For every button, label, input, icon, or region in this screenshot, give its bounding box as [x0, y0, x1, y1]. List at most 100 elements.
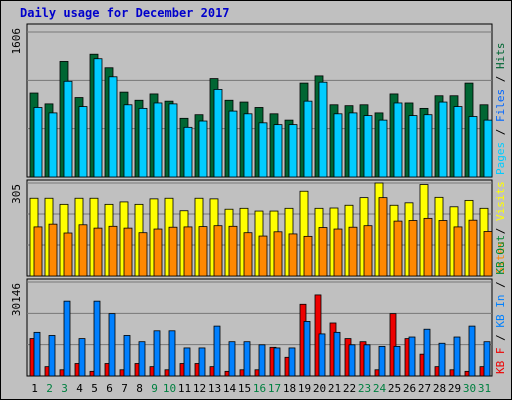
bar-kb-in-day-17: [273, 347, 281, 377]
legend-part: KB F: [494, 348, 507, 375]
bar-kb-in-day-24: [378, 345, 386, 377]
bar-sites-day-26: [408, 220, 418, 277]
bar-sites-day-25: [393, 220, 403, 277]
x-tick-day-31: 31: [478, 382, 491, 395]
x-tick-day-12: 12: [193, 382, 206, 395]
bar-pages-day-1: [33, 107, 43, 178]
x-axis-labels: 1 2 3 4 5 6 7 8 9 10 11 12 13 14 15 16 17 18 19 20 21 22 23 24 2…: [31, 382, 491, 395]
bar-sites-day-5: [93, 227, 103, 277]
legend-part: KB Out: [494, 235, 507, 275]
bar-kb-in-day-30: [468, 325, 476, 377]
bar-pages-day-31: [483, 119, 493, 178]
legend-part: Files: [494, 89, 507, 122]
bar-kb-in-day-15: [243, 341, 251, 377]
bar-pages-day-2: [48, 112, 58, 178]
bar-sites-day-9: [153, 228, 163, 277]
bar-sites-day-19: [303, 235, 313, 277]
bar-kb-in-day-4: [78, 338, 86, 377]
bar-kb-in-day-3: [63, 300, 71, 377]
bar-pages-day-12: [198, 120, 208, 178]
bar-pages-day-4: [78, 106, 88, 178]
bar-pages-day-17: [273, 124, 283, 178]
bar-kb-in-day-21: [333, 331, 341, 377]
x-tick-day-24: 24: [373, 382, 387, 395]
x-tick-day-1: 1: [31, 382, 38, 395]
bar-kb-in-day-31: [483, 341, 491, 377]
x-tick-day-21: 21: [328, 382, 341, 395]
legend-part: /: [494, 275, 507, 295]
bar-pages-day-24: [378, 119, 388, 178]
bar-kb-in-day-28: [438, 342, 446, 377]
bar-pages-day-29: [453, 106, 463, 178]
panel-3: 30146 KB F / KB In / KB Out: [10, 235, 507, 377]
x-tick-day-27: 27: [418, 382, 431, 395]
panel-1: 1606 Pages / Files / Hits: [10, 23, 507, 178]
bar-sites-day-30: [468, 219, 478, 277]
bar-kb-in-day-27: [423, 328, 431, 377]
bar-sites-day-10: [168, 226, 178, 277]
side-legend-label: Sites / Visits: [494, 181, 507, 274]
legend-part: /: [494, 328, 507, 348]
bar-sites-day-8: [138, 232, 148, 277]
bar-sites-day-15: [243, 232, 253, 277]
x-tick-day-19: 19: [298, 382, 311, 395]
bar-sites-day-12: [198, 226, 208, 277]
bar-sites-day-24: [378, 197, 388, 277]
bar-pages-day-30: [468, 116, 478, 178]
x-tick-day-28: 28: [433, 382, 446, 395]
bar-pages-day-25: [393, 102, 403, 178]
bar-sites-day-1: [33, 226, 43, 277]
bar-sites-day-23: [363, 225, 373, 277]
side-legend-label: KB F / KB In / KB Out: [494, 235, 507, 374]
bar-pages-day-21: [333, 113, 343, 178]
bar-kb-in-day-26: [408, 336, 416, 377]
bar-pages-day-9: [153, 102, 163, 178]
bar-sites-day-27: [423, 217, 433, 277]
x-tick-day-30: 30: [463, 382, 476, 395]
bar-kb-in-day-18: [288, 347, 296, 377]
bar-pages-day-16: [258, 122, 268, 178]
x-tick-day-23: 23: [358, 382, 371, 395]
bar-pages-day-27: [423, 114, 433, 178]
bar-sites-day-17: [273, 231, 283, 277]
bar-pages-day-13: [213, 89, 223, 178]
bar-sites-day-6: [108, 225, 118, 277]
bar-kb-in-day-20: [318, 333, 326, 377]
legend-part: Pages: [494, 142, 507, 175]
legend-part: Hits: [494, 43, 507, 70]
bar-kb-in-day-13: [213, 325, 221, 377]
bar-kb-in-day-9: [153, 330, 161, 377]
bar-pages-day-10: [168, 103, 178, 178]
bar-pages-day-6: [108, 76, 118, 178]
bar-kb-in-day-5: [93, 300, 101, 377]
bar-pages-day-19: [303, 100, 313, 178]
x-tick-day-9: 9: [151, 382, 158, 395]
bar-kb-in-day-25: [393, 345, 401, 377]
x-tick-day-14: 14: [223, 382, 237, 395]
bar-sites-day-13: [213, 225, 223, 277]
x-tick-day-13: 13: [208, 382, 221, 395]
bar-sites-day-29: [453, 226, 463, 277]
x-tick-day-11: 11: [178, 382, 191, 395]
bar-pages-day-20: [318, 81, 328, 178]
x-tick-day-29: 29: [448, 382, 461, 395]
bar-kb-in-day-23: [363, 344, 371, 377]
bar-kb-in-day-14: [228, 341, 236, 377]
x-tick-day-17: 17: [268, 382, 281, 395]
bar-kb-in-day-22: [348, 344, 356, 377]
chart-title: Daily usage for December 2017: [20, 6, 230, 20]
x-tick-day-10: 10: [163, 382, 176, 395]
bar-pages-day-22: [348, 112, 358, 178]
legend-part: KB In: [494, 295, 507, 328]
legend-part: Visits: [494, 181, 507, 221]
bar-sites-day-7: [123, 227, 133, 277]
x-tick-day-2: 2: [46, 382, 53, 395]
bar-sites-day-14: [228, 225, 238, 277]
x-tick-day-6: 6: [106, 382, 113, 395]
legend-part: /: [494, 69, 507, 89]
bar-pages-day-15: [243, 113, 253, 178]
bar-kb-in-day-29: [453, 336, 461, 377]
bar-sites-day-16: [258, 235, 268, 277]
bar-kb-in-day-2: [48, 335, 56, 377]
